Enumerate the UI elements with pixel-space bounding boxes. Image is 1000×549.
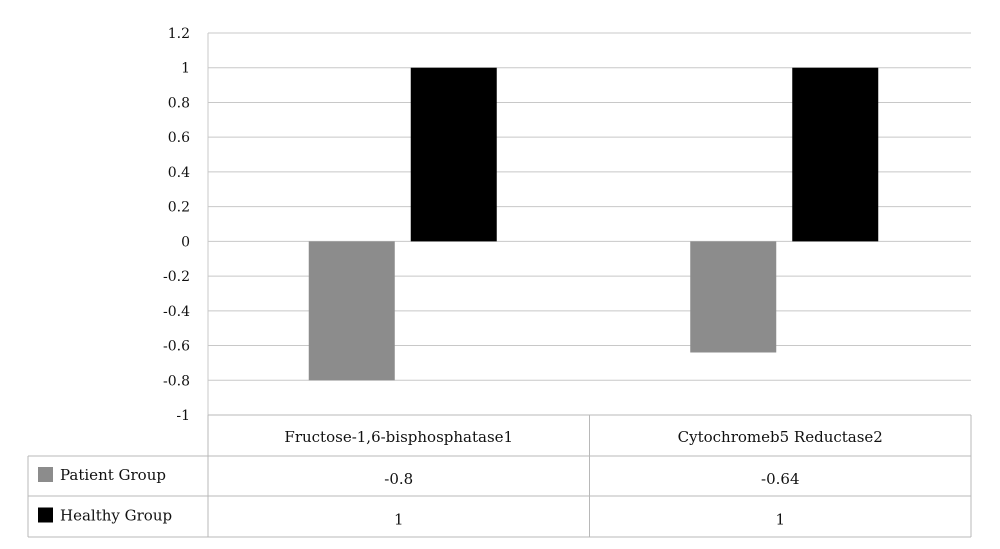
y-tick-label: 1.2 bbox=[168, 26, 190, 42]
y-tick-label: 0.6 bbox=[168, 130, 190, 146]
data-label: 1 bbox=[775, 511, 785, 529]
data-label: 1 bbox=[394, 511, 404, 529]
y-tick-label: 0.8 bbox=[168, 95, 190, 111]
x-category-label: Cytochromeb5 Reductase2 bbox=[678, 428, 883, 446]
bar-patient bbox=[690, 241, 777, 353]
y-tick-label: 0.2 bbox=[168, 200, 190, 216]
y-tick-label: -0.8 bbox=[163, 373, 190, 389]
y-tick-label: -0.6 bbox=[163, 339, 190, 355]
y-tick-label: -0.4 bbox=[163, 304, 190, 320]
data-label: -0.64 bbox=[761, 470, 799, 488]
y-tick-label: -1 bbox=[176, 408, 190, 424]
bar-healthy bbox=[792, 67, 879, 242]
y-tick-label: 0.4 bbox=[168, 165, 190, 181]
bar-patient bbox=[308, 241, 395, 381]
data-table: Fructose-1,6-bisphosphatase1 Cytochromeb5… bbox=[27, 414, 972, 538]
bars bbox=[308, 67, 879, 381]
y-tick-label: 0 bbox=[181, 234, 190, 250]
data-label: -0.8 bbox=[384, 470, 413, 488]
bar-healthy bbox=[410, 67, 497, 242]
y-tick-label: -0.2 bbox=[163, 269, 190, 285]
x-category-label: Fructose-1,6-bisphosphatase1 bbox=[284, 428, 513, 446]
y-axis-tick-labels: 1.2 1 0.8 0.6 0.4 0.2 0 -0.2 -0.4 -0.6 -0.8 -1 bbox=[163, 26, 190, 424]
legend-label: Patient Group bbox=[60, 466, 166, 484]
legend-swatch-healthy bbox=[38, 507, 53, 523]
legend-label: Healthy Group bbox=[60, 507, 172, 525]
legend-swatch-patient bbox=[38, 467, 53, 482]
y-tick-label: 1 bbox=[181, 61, 190, 77]
